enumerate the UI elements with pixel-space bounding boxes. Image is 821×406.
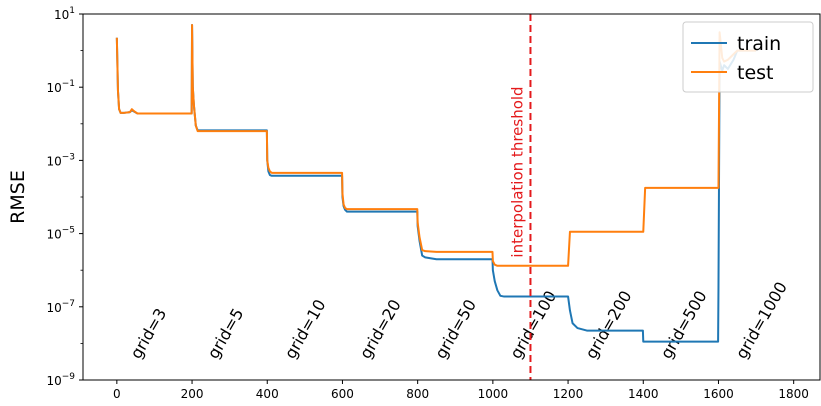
grid-annotation: grid=50	[431, 296, 480, 362]
y-tick-label: 10−3	[46, 152, 75, 168]
y-tick-label: 10−9	[46, 372, 75, 388]
grid-annotation: grid=3	[126, 305, 170, 362]
grid-annotation: grid=5	[203, 305, 247, 362]
grid-annotation: grid=10	[281, 296, 330, 362]
series-line-test	[115, 23, 757, 267]
x-tick-label: 0	[113, 387, 121, 401]
y-axis-title: RMSE	[7, 170, 29, 224]
threshold-label: interpolation threshold	[508, 86, 526, 257]
legend-label-test: test	[737, 62, 774, 84]
x-tick-label: 600	[331, 387, 354, 401]
x-tick-label: 1600	[703, 387, 734, 401]
plot-frame	[82, 13, 821, 381]
grid-annotation: grid=200	[581, 287, 635, 362]
grid-annotation: grid=100	[506, 287, 560, 362]
y-tick-label: 10−5	[46, 226, 75, 242]
grid-annotation: grid=20	[356, 296, 405, 362]
series-line-train	[115, 23, 757, 343]
x-tick-label: 1800	[778, 387, 809, 401]
legend-label-train: train	[737, 33, 781, 55]
x-tick-label: 1200	[553, 387, 584, 401]
y-tick-label: 10−1	[46, 79, 75, 95]
grid-annotation: grid=500	[657, 287, 711, 362]
x-tick-label: 200	[181, 387, 204, 401]
x-tick-label: 400	[256, 387, 279, 401]
legend-box	[682, 21, 814, 93]
grid-annotation: grid=1000	[732, 278, 791, 362]
x-tick-label: 1400	[628, 387, 659, 401]
x-tick-label: 1000	[478, 387, 509, 401]
y-tick-label: 10−7	[46, 299, 75, 315]
y-tick-label: 101	[54, 6, 75, 22]
x-tick-label: 800	[406, 387, 429, 401]
